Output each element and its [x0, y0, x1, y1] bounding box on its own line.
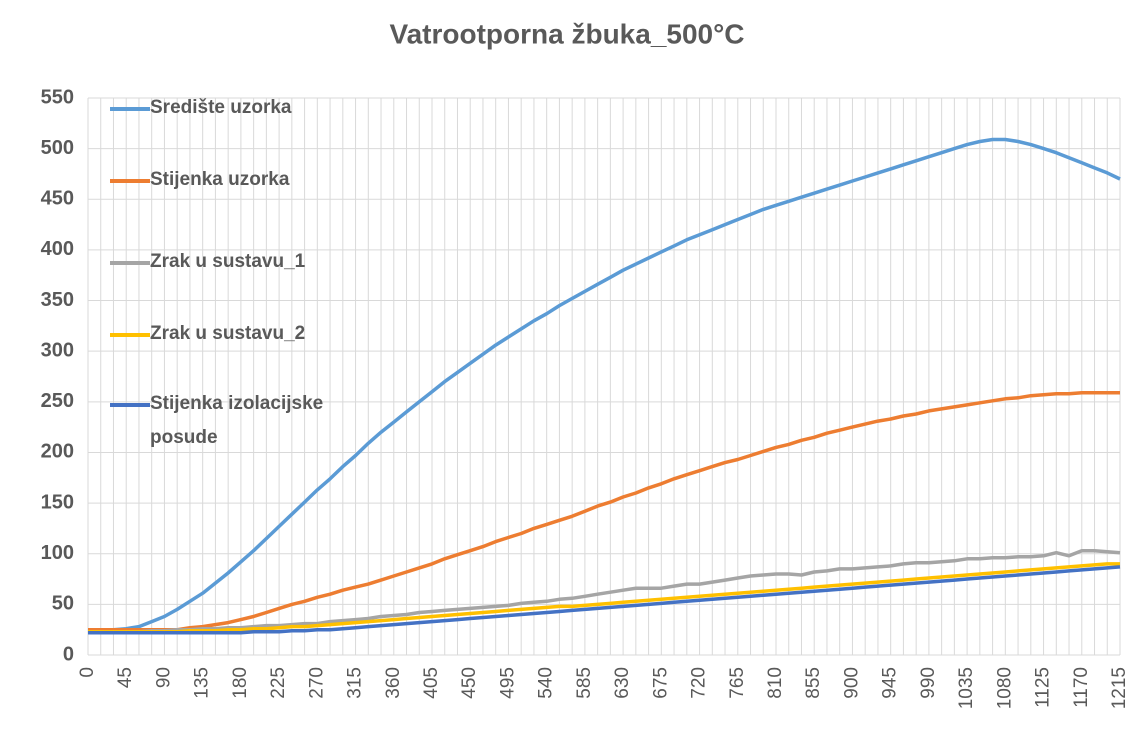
legend-entry: Zrak u sustavu_1: [110, 250, 340, 279]
x-tick-label: 675: [650, 667, 671, 699]
x-tick-label: 1080: [994, 667, 1015, 709]
series-line: [88, 137, 1121, 632]
legend-swatch: [110, 107, 150, 111]
legend-label: Stijenka izolacijske posude: [150, 393, 324, 448]
x-tick-label: 900: [841, 667, 862, 699]
y-tick-label: 200: [41, 441, 74, 463]
series-line: [88, 565, 1121, 635]
legend-label: Stijenka uzorka: [150, 169, 290, 190]
x-tick-label: 945: [880, 667, 901, 699]
x-tick-label: 720: [689, 667, 710, 699]
x-tick-label: 540: [536, 667, 557, 699]
x-tick-label: 45: [115, 667, 136, 688]
x-tick-label: 1125: [1033, 667, 1054, 708]
x-tick-label: 315: [345, 667, 366, 699]
legend-entry: Stijenka izolacijske posude: [110, 392, 340, 455]
x-tick-label: 135: [192, 667, 213, 699]
x-tick-label: 1215: [1109, 667, 1130, 709]
legend-entry: Središte uzorka: [110, 96, 340, 125]
x-tick-label: 270: [306, 667, 327, 699]
x-tick-label: 405: [421, 667, 442, 699]
x-tick-label: 1035: [956, 667, 977, 709]
y-tick-label: 350: [41, 289, 74, 311]
x-tick-label: 990: [918, 667, 939, 699]
x-tick-label: 495: [497, 667, 518, 699]
legend-swatch: [110, 403, 150, 407]
y-tick-label: 50: [52, 593, 74, 615]
legend-swatch: [110, 333, 150, 337]
y-tick-label: 400: [41, 238, 74, 260]
x-tick-label: 1170: [1071, 667, 1092, 708]
legend-swatch: [110, 261, 150, 265]
legend-label: Središte uzorka: [150, 97, 292, 118]
y-tick-label: 500: [41, 137, 74, 159]
x-tick-label: 225: [268, 667, 289, 699]
series-line: [88, 390, 1120, 632]
legend-entry: Stijenka uzorka: [110, 168, 340, 197]
x-tick-label: 855: [803, 667, 824, 699]
x-tick-label: 90: [153, 667, 174, 688]
x-tick-label: 765: [727, 667, 748, 699]
legend-label: Zrak u sustavu_2: [150, 323, 306, 344]
x-tick-label: 585: [574, 667, 595, 699]
y-tick-label: 450: [41, 188, 74, 210]
x-tick-label: 810: [765, 667, 786, 699]
y-tick-label: 250: [41, 390, 74, 412]
x-tick-label: 0: [77, 667, 98, 678]
x-tick-label: 630: [612, 667, 633, 699]
y-tick-label: 100: [41, 542, 74, 564]
y-tick-label: 300: [41, 339, 74, 361]
series-line: [88, 548, 1121, 634]
y-tick-label: 150: [41, 491, 74, 513]
legend-entry: Zrak u sustavu_2: [110, 322, 340, 351]
x-tick-label: 360: [383, 667, 404, 699]
legend-swatch: [110, 179, 150, 183]
x-tick-label: 450: [459, 667, 480, 699]
y-tick-label: 550: [41, 86, 74, 108]
chart-title: Vatrootporna žbuka_500°C: [389, 18, 744, 49]
legend-label: Zrak u sustavu_1: [150, 251, 306, 272]
series-line: [88, 562, 1120, 634]
x-tick-label: 180: [230, 667, 251, 699]
y-tick-label: 0: [63, 643, 74, 665]
